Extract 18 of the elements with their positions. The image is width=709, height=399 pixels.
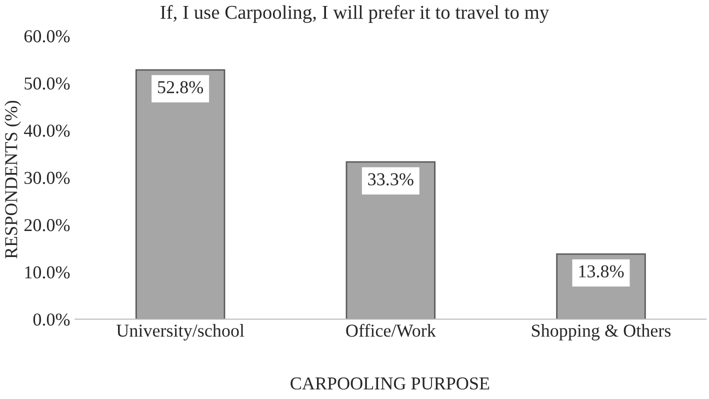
y-tick-label: 50.0% [24,77,70,90]
y-tick-label: 40.0% [24,124,70,137]
bar [346,161,436,320]
x-tick-label: University/school [116,324,244,340]
y-tick-label: 60.0% [24,30,70,42]
y-tick-label: 0.0% [33,313,70,326]
data-label: 33.3% [368,173,414,186]
y-axis-title: RESPONDENTS (%) [4,100,21,259]
data-label: 52.8% [158,81,204,94]
x-axis-title: CARPOOLING PURPOSE [290,377,490,390]
y-tick-label: 30.0% [24,172,70,184]
y-tick-label: 20.0% [24,219,70,232]
y-tick-label: 10.0% [25,266,70,279]
data-label: 13.8% [579,265,624,278]
chart-title: If, I use Carpooling, I will prefer it to travel to my [160,5,550,23]
x-tick-label: Office/Work [346,324,436,337]
bar [135,69,226,320]
x-tick-label: Shopping & Others [532,324,671,340]
